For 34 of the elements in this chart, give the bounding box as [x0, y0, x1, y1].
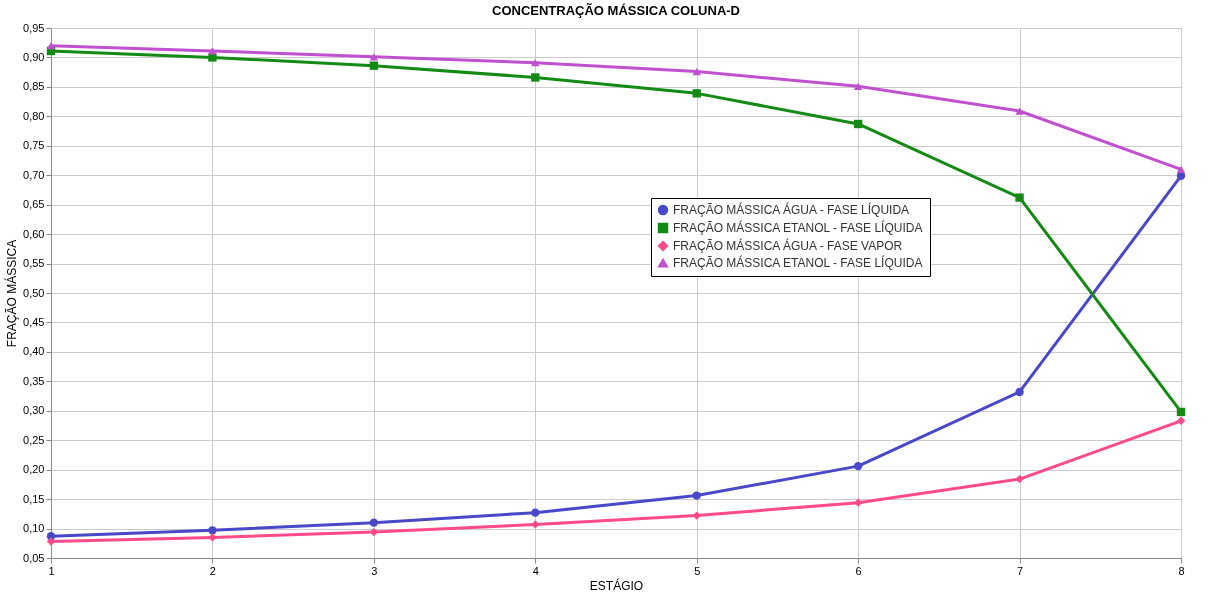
y-tick-label: 0,70	[23, 168, 45, 181]
y-tick-label: 0,50	[23, 286, 45, 299]
y-tick-label: 0,55	[23, 257, 45, 270]
x-tick-label: 8	[1178, 564, 1185, 577]
y-tick-label: 0,20	[23, 463, 45, 476]
x-tick-label: 3	[371, 564, 378, 577]
y-tick-label: 0,65	[23, 198, 45, 211]
legend-label: FRAÇÃO MÁSSICA ÁGUA - FASE LÍQUIDA	[673, 202, 910, 217]
x-tick-label: 7	[1017, 564, 1024, 577]
y-tick-label: 0,85	[23, 80, 45, 93]
legend-label: FRAÇÃO MÁSSICA ETANOL - FASE LÍQUIDA	[673, 255, 923, 270]
y-tick-label: 0,30	[23, 404, 45, 417]
chart-title: CONCENTRAÇÃO MÁSSICA COLUNA-D	[492, 3, 740, 18]
y-tick-label: 0,45	[23, 315, 45, 328]
y-tick-label: 0,10	[23, 522, 45, 535]
legend-label: FRAÇÃO MÁSSICA ETANOL - FASE LÍQUIDA	[673, 220, 923, 235]
x-tick-label: 1	[48, 564, 55, 577]
x-tick-label: 6	[855, 564, 862, 577]
y-tick-label: 0,75	[23, 139, 45, 152]
y-tick-label: 0,25	[23, 433, 45, 446]
y-tick-label: 0,35	[23, 374, 45, 387]
y-tick-label: 0,60	[23, 227, 45, 240]
y-tick-label: 0,95	[23, 21, 45, 34]
legend-label: FRAÇÃO MÁSSICA ÁGUA - FASE VAPOR	[673, 238, 903, 253]
x-tick-label: 4	[532, 564, 539, 577]
y-axis-title: FRAÇÃO MÁSSICA	[4, 239, 20, 348]
x-tick-label: 2	[209, 564, 216, 577]
y-tick-label: 0,05	[23, 551, 45, 564]
x-tick-label: 5	[694, 564, 701, 577]
y-tick-label: 0,15	[23, 492, 45, 505]
x-axis-title: ESTÁGIO	[589, 577, 644, 593]
y-tick-label: 0,40	[23, 345, 45, 358]
y-tick-label: 0,90	[23, 50, 45, 63]
y-tick-label: 0,80	[23, 109, 45, 122]
